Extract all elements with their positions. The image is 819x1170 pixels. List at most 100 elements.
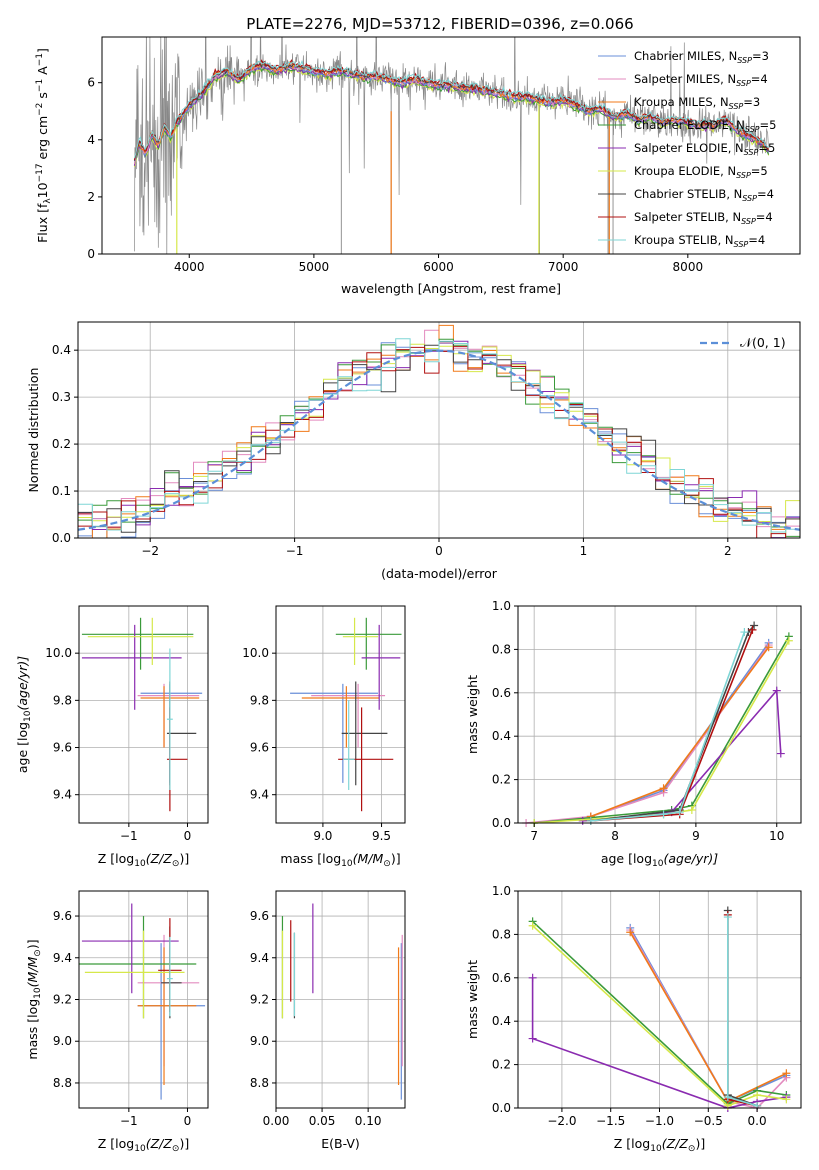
y-tick-label: 0.6 xyxy=(492,686,511,700)
label-part: SSP xyxy=(729,102,744,111)
marker-kroupa_miles xyxy=(626,928,635,937)
x-tick-label: 10 xyxy=(769,829,784,843)
series-chabrier_elodie xyxy=(532,920,787,1105)
y-tick-label: 9.4 xyxy=(53,788,72,802)
label-part: −17 xyxy=(35,163,45,182)
legend-entry: Kroupa STELIB, NSSP=4 xyxy=(634,233,765,249)
massweight_vs_Z-panel: −2.0 −1.5 −1.0 −0.5 0.0 0.0 0.2 0.4 0.6 0.8 1.0 Z [… xyxy=(465,884,802,1154)
series-kroupa_stelib xyxy=(590,631,746,822)
x-tick-label: −1 xyxy=(120,1114,138,1128)
label-part: =4 xyxy=(756,210,773,224)
y-tick-label: 9.4 xyxy=(53,951,72,965)
x-tick-label: −0.5 xyxy=(694,1114,723,1128)
marker-salpeter_elodie xyxy=(776,749,785,758)
legend-entry: Chabrier MILES, NSSP=3 xyxy=(634,49,769,65)
y-tick-label: 9.6 xyxy=(53,909,72,923)
y-tick-label: 0.2 xyxy=(492,1058,511,1072)
label-part: ⊙ xyxy=(383,859,391,869)
x-tick-label: 2 xyxy=(724,544,732,558)
y-tick-label: 2 xyxy=(87,190,95,204)
y-axis-label: age [log10(age/yr)] xyxy=(15,656,33,773)
age_vs_mass-panel: 9.0 9.5 9.4 9.6 9.8 10.0 mass [log10(M/M⊙)] xyxy=(242,605,406,869)
x-tick-label: 8 xyxy=(611,829,619,843)
legend-entry: Chabrier ELODIE, NSSP=5 xyxy=(634,118,776,134)
legend-entry: Salpeter STELIB, NSSP=4 xyxy=(634,210,773,226)
label-part: age [log xyxy=(15,722,30,773)
label-part: )] xyxy=(695,1136,705,1151)
label-part: Z [log xyxy=(98,851,134,866)
series-chabrier_stelib xyxy=(590,624,755,822)
y-tick-label: 4 xyxy=(87,133,95,147)
y-tick-label: 8.8 xyxy=(250,1076,269,1090)
label-part: ⊙ xyxy=(172,859,180,869)
x-tick-label: 6000 xyxy=(423,260,454,274)
label-part: mass [log xyxy=(280,851,341,866)
y-tick-label: 9.0 xyxy=(53,1034,72,1048)
label-part: A xyxy=(35,66,50,79)
legend-entry: Salpeter ELODIE, NSSP=5 xyxy=(634,141,775,157)
legend-entry: Kroupa MILES, NSSP=3 xyxy=(634,95,760,111)
x-tick-label: −2 xyxy=(141,544,159,558)
spectrum-plot xyxy=(133,37,770,254)
label-part: erg cm xyxy=(35,116,50,164)
y-tick-label: 0.4 xyxy=(492,1014,511,1028)
x-axis-label: age [log10(age/yr)] xyxy=(601,851,718,869)
label-part: Kroupa ELODIE, N xyxy=(634,164,736,178)
marker-kroupa_elodie xyxy=(687,805,696,814)
x-tick-label: 0.00 xyxy=(263,1114,290,1128)
label-part: s xyxy=(35,92,50,103)
label-part: Kroupa MILES, N xyxy=(634,95,729,109)
label-part: Salpeter STELIB, N xyxy=(634,210,741,224)
y-tick-label: 9.8 xyxy=(53,693,72,707)
y-tick-label: 0.8 xyxy=(492,642,511,656)
x-tick-label: 0.0 xyxy=(748,1114,767,1128)
y-axis-label: mass [log10(M/M⊙)] xyxy=(25,939,43,1059)
label-part: =4 xyxy=(751,72,768,86)
label-part: (M/M xyxy=(353,851,384,866)
x-tick-label: 0 xyxy=(184,1114,192,1128)
label-part: 10 xyxy=(35,182,50,198)
label-part: Chabrier MILES, N xyxy=(634,49,737,63)
marker-kroupa_stelib xyxy=(723,913,732,922)
marker-kroupa_elodie xyxy=(784,636,793,645)
label-part: 10 xyxy=(652,859,664,869)
x-axis-label: (data-model)/error xyxy=(381,566,498,581)
y-tick-label: 0.2 xyxy=(492,773,511,787)
y-tick-label: 9.6 xyxy=(250,909,269,923)
x-tick-label: 0 xyxy=(184,829,192,843)
y-tick-label: 1.0 xyxy=(492,599,511,613)
y-tick-label: 9.2 xyxy=(53,993,72,1007)
model-kroupa_stelib xyxy=(133,59,769,159)
errorbar-plot xyxy=(281,903,403,1100)
y-tick-label: 9.2 xyxy=(250,993,269,1007)
label-part: SSP xyxy=(736,171,751,180)
label-part: Kroupa STELIB, N xyxy=(634,233,734,247)
marker-kroupa_miles xyxy=(764,643,773,652)
label-part: (age/yr)] xyxy=(15,656,30,711)
label-part: (M/M xyxy=(25,957,40,988)
y-tick-label: 0.8 xyxy=(492,927,511,941)
label-part: ⊙ xyxy=(33,949,43,957)
y-tick-label: 9.6 xyxy=(53,741,72,755)
label-part: 10 xyxy=(650,1144,662,1154)
x-tick-label: −1 xyxy=(286,544,304,558)
x-tick-label: −1.0 xyxy=(645,1114,674,1128)
marker-salpeter_stelib xyxy=(748,625,757,634)
x-axis-label: mass [log10(M/M⊙)] xyxy=(280,851,400,869)
spectrum-panel: 4000 5000 6000 7000 8000 0 2 4 6 wavelength [Angs… xyxy=(35,36,801,296)
y-tick-label: 0 xyxy=(87,247,95,261)
label-part: −1 xyxy=(35,53,45,66)
marker-kroupa_elodie xyxy=(753,1090,762,1099)
series-chabrier_elodie xyxy=(534,636,790,824)
y-tick-label: 1.0 xyxy=(492,884,511,898)
label-part: (age/yr)] xyxy=(663,851,718,866)
y-tick-label: 9.4 xyxy=(250,788,269,802)
marker-kroupa_elodie xyxy=(528,921,537,930)
label-part: =4 xyxy=(757,187,774,201)
label-part: Flux [f xyxy=(35,203,50,243)
legend-entry: Salpeter MILES, NSSP=4 xyxy=(634,72,768,88)
label-part: 10 xyxy=(134,859,146,869)
